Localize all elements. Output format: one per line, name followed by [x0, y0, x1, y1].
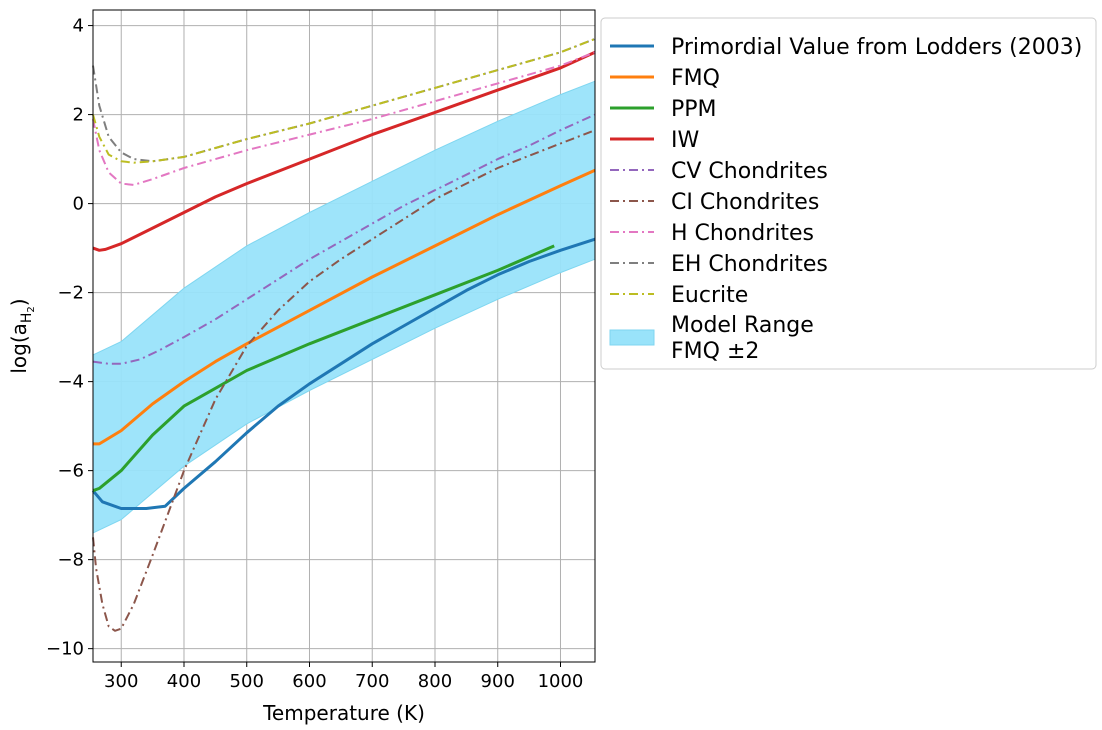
- y-tick-label: 2: [73, 105, 84, 126]
- legend-label-model-range: Model Range: [671, 313, 814, 338]
- legend-label-eucrite: Eucrite: [671, 283, 748, 308]
- legend-label-primordial-value-from-lodders-2003: Primordial Value from Lodders (2003): [671, 35, 1082, 60]
- x-tick-label: 1000: [538, 671, 584, 692]
- legend-label-model-range-line2: FMQ ±2: [671, 339, 759, 364]
- ticks: 300 400 500 600 700 800 900 1000 4 2 0 −2 −4 −6 −8 −10: [46, 16, 583, 692]
- x-tick-label: 700: [355, 671, 389, 692]
- x-tick-label: 400: [167, 671, 201, 692]
- legend-label-eh-chondrites: EH Chondrites: [671, 252, 828, 277]
- y-tick-label: −4: [57, 372, 84, 393]
- x-axis-label: Temperature (K): [262, 701, 425, 725]
- y-tick-label: −8: [57, 550, 84, 571]
- y-axis-label: log(aH2): [7, 298, 37, 373]
- legend-label-ci-chondrites: CI Chondrites: [671, 190, 819, 215]
- y-tick-label: 4: [73, 16, 84, 37]
- x-tick-label: 600: [292, 671, 326, 692]
- legend-label-fmq: FMQ: [671, 66, 720, 91]
- series-eucrite-line: [92, 37, 596, 164]
- series-fmq-line: [93, 168, 596, 446]
- x-tick-label: 800: [418, 671, 452, 692]
- x-tick-label: 500: [230, 671, 264, 692]
- x-tick-label: 300: [104, 671, 138, 692]
- y-tick-label: −6: [57, 461, 84, 482]
- y-tick-label: −10: [46, 639, 84, 660]
- legend-frame: [600, 17, 1097, 370]
- series-cv-chondrites-line: [92, 113, 596, 365]
- y-tick-label: 0: [73, 194, 84, 215]
- legend-label-h-chondrites: H Chondrites: [671, 221, 814, 246]
- legend-swatch-model-range: [609, 329, 655, 346]
- legend-label-iw: IW: [671, 128, 699, 153]
- plot-frame: [92, 9, 596, 663]
- series-iw-line: [92, 50, 596, 252]
- legend: Primordial Value from Lodders (2003) FMQ P…: [600, 17, 1097, 370]
- series-ci-chondrites-line: [92, 129, 596, 632]
- series-ppm-line: [92, 244, 555, 493]
- legend-label-ppm: PPM: [671, 97, 717, 122]
- y-tick-label: −2: [57, 283, 84, 304]
- series-primordial-value-from-lodders-2003-line: [91, 237, 596, 510]
- legend-label-cv-chondrites: CV Chondrites: [671, 159, 828, 184]
- series-h-chondrites-line: [92, 51, 596, 186]
- series-layer: [91, 37, 596, 632]
- x-tick-label: 900: [481, 671, 515, 692]
